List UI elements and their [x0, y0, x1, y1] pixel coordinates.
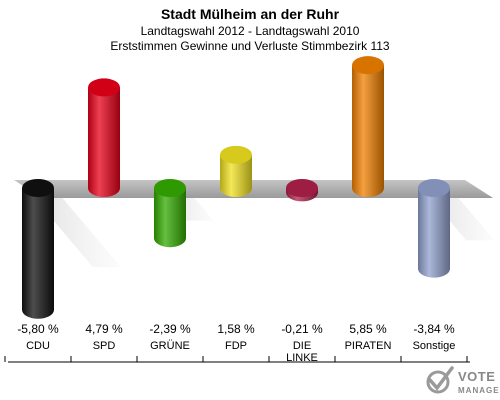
category-label: SPD	[93, 340, 116, 352]
bar-top-cap	[220, 145, 252, 164]
chart-subtitle-1: Landtagswahl 2012 - Landtagswahl 2010	[141, 24, 360, 38]
category-label: FDP	[225, 340, 247, 352]
bar-bottom-cap	[88, 179, 120, 197]
bar-body	[22, 188, 54, 310]
bar-bottom-cap	[154, 229, 186, 248]
bar-bottom-cap	[22, 300, 54, 319]
category-label: PIRATEN	[345, 340, 392, 352]
bar-bottom-cap	[352, 179, 384, 197]
category-label: Sonstige	[413, 340, 456, 352]
category-label: CDU	[26, 340, 50, 352]
bar-bottom-cap	[418, 259, 450, 278]
value-label: 4,79 %	[85, 322, 123, 336]
bar-piraten	[352, 56, 384, 197]
brand-word-vote: VOTE	[458, 369, 495, 384]
value-label: -0,21 %	[281, 322, 323, 336]
bar-fdp	[220, 145, 252, 197]
bar-body	[352, 65, 384, 188]
category-label: GRÜNE	[150, 340, 190, 352]
chart-subtitle-2: Erststimmen Gewinne und Verluste Stimmbe…	[110, 39, 390, 53]
bar-top-cap	[418, 179, 450, 197]
bar-spd	[88, 78, 120, 197]
value-label: -3,84 %	[413, 322, 455, 336]
bar-top-cap	[88, 78, 120, 97]
value-label: 1,58 %	[217, 322, 255, 336]
value-label: -5,80 %	[17, 322, 59, 336]
bars-layer	[22, 56, 450, 319]
chart-title: Stadt Mülheim an der Ruhr	[161, 6, 340, 22]
bar-bottom-cap	[220, 179, 252, 197]
bar-top-cap	[286, 179, 318, 197]
bar-top-cap	[352, 56, 384, 75]
brand-word-manager: MANAGER	[458, 386, 500, 395]
vote-manager-logo: VOTE MANAGER	[426, 366, 500, 395]
bar-cdu	[22, 179, 54, 319]
bar-sonstige	[418, 179, 450, 278]
category-label: DIE	[293, 340, 311, 352]
bar-top-cap	[22, 179, 54, 197]
value-label: -2,39 %	[149, 322, 191, 336]
category-label: LINKE	[286, 352, 318, 364]
checkmark-icon	[426, 366, 454, 394]
labels-layer: -5,80 % 4,79 % -2,39 % 1,58 % -0,21 % 5,85 % -…	[17, 322, 455, 336]
bar-grüne	[154, 179, 186, 248]
bar-die-linke	[286, 179, 318, 202]
bar-body	[88, 87, 120, 188]
value-label: 5,85 %	[349, 322, 387, 336]
bar-top-cap	[154, 179, 186, 197]
bar-body	[418, 188, 450, 269]
